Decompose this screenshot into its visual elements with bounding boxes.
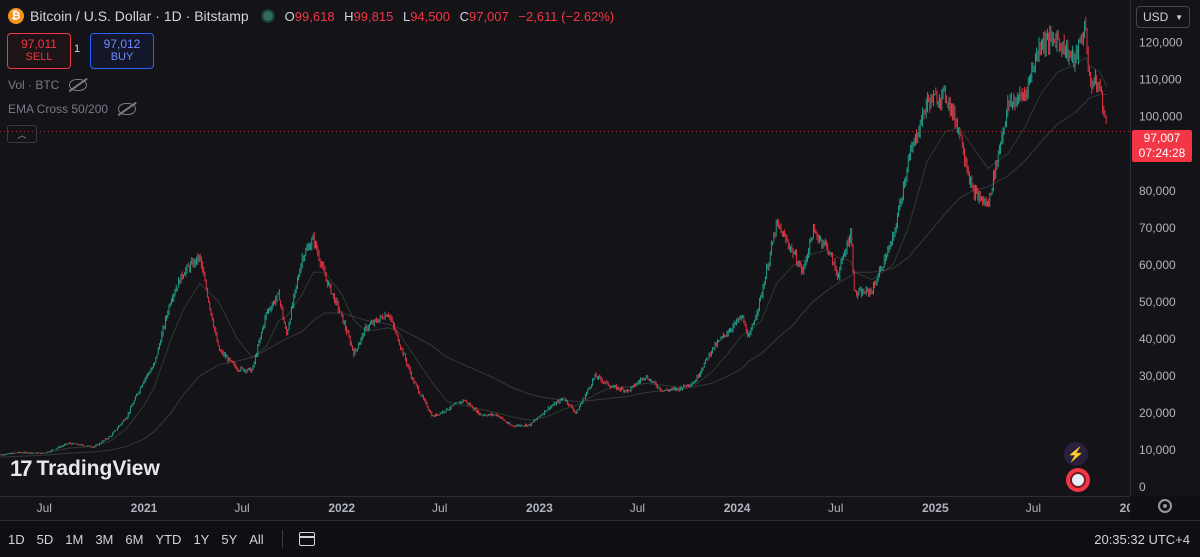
price-tick-label: 80,000 (1139, 184, 1176, 198)
change-value: −2,611 (−2.62%) (518, 8, 615, 24)
time-tick-label: Jul (828, 501, 843, 515)
price-tick-label: 120,000 (1139, 36, 1183, 50)
market-status-dot-icon[interactable] (260, 9, 275, 23)
toolbar-divider (281, 530, 283, 548)
chevron-down-icon: ▼ (1175, 12, 1183, 22)
flag-promo-icon[interactable] (1066, 468, 1090, 492)
exchange-label[interactable]: Bitstamp (194, 8, 249, 24)
range-5y-button[interactable]: 5Y (221, 531, 238, 547)
legend-separator: · (181, 8, 195, 24)
collapse-legend-button[interactable]: ︿ (7, 125, 37, 143)
eye-hidden-icon[interactable] (69, 79, 88, 91)
calendar-icon[interactable] (298, 532, 315, 546)
low-label: L (402, 8, 411, 24)
price-tick-label: 10,000 (1139, 443, 1176, 457)
time-tick-label: Jul (234, 501, 249, 515)
range-all-button[interactable]: All (249, 531, 264, 547)
gear-icon[interactable] (1158, 499, 1172, 513)
ohlc-values: O99,618 H99,815 L94,500 C97,007 −2,611 (… (285, 9, 621, 24)
high-label: H (344, 8, 354, 24)
spread-value: 1 (74, 43, 81, 55)
range-1y-button[interactable]: 1Y (193, 531, 210, 547)
buy-price: 97,012 (103, 37, 141, 51)
low-value: 94,500 (410, 8, 450, 24)
bar-countdown: 07:24:28 (1138, 146, 1186, 160)
last-price-label: 97,007 07:24:28 (1132, 130, 1192, 162)
price-axis[interactable]: 0 10,000 20,000 30,000 40,000 50,000 60,000 70,… (1130, 0, 1200, 496)
time-tick-label: Jul (37, 501, 52, 515)
candles-group (0, 16, 1107, 456)
price-chart[interactable] (0, 0, 1130, 496)
currency-selector[interactable]: USD ▼ (1136, 6, 1190, 28)
time-tick-label: 2026 (1120, 501, 1130, 515)
legend-separator: · (151, 8, 164, 24)
range-buttons: 1D 5D 1M 3M 6M YTD 1Y 5Y All (8, 521, 327, 557)
range-1d-button[interactable]: 1D (8, 531, 25, 547)
price-tick-label: 30,000 (1139, 369, 1176, 383)
bitcoin-icon: ₿ (8, 8, 24, 24)
symbol-legend: ₿ Bitcoin / U.S. Dollar · 1D · Bitstamp … (8, 6, 620, 26)
sell-label: SELL (25, 51, 53, 63)
range-ytd-button[interactable]: YTD (155, 531, 182, 547)
time-tick-label: 2022 (328, 501, 355, 515)
high-value: 99,815 (353, 8, 394, 24)
sell-price: 97,011 (21, 37, 57, 51)
indicator-ema-cross[interactable]: EMA Cross 50/200 (8, 102, 137, 116)
clock-timezone[interactable]: 20:35:32 UTC+4 (1094, 531, 1190, 547)
sparkle-promo-icon[interactable]: ⚡ (1064, 442, 1088, 466)
interval-label[interactable]: 1D (163, 8, 182, 24)
time-tick-label: Jul (432, 501, 447, 515)
price-tick-label: 70,000 (1139, 221, 1176, 235)
range-3m-button[interactable]: 3M (95, 531, 114, 547)
time-tick-label: 2024 (724, 501, 751, 515)
chevron-up-icon: ︿ (17, 129, 27, 140)
price-tick-label: 20,000 (1139, 406, 1176, 420)
price-axis-labels: 0 10,000 20,000 30,000 40,000 50,000 60,000 70,… (1139, 36, 1183, 494)
open-label: O (284, 8, 295, 24)
last-price-value: 97,007 (1143, 131, 1181, 145)
tradingview-logo-icon: 17 (10, 456, 33, 481)
bottom-toolbar: 1D 5D 1M 3M 6M YTD 1Y 5Y All 20:35:32 UT… (0, 520, 1200, 557)
open-value: 99,618 (294, 8, 335, 24)
eye-hidden-icon[interactable] (118, 103, 137, 115)
currency-label: USD (1143, 10, 1169, 24)
price-tick-label: 50,000 (1139, 295, 1176, 309)
tradingview-logo-text: TradingView (36, 457, 160, 480)
price-tick-label: 60,000 (1139, 258, 1176, 272)
time-tick-label: 2021 (131, 501, 158, 515)
indicator-volume-label: Vol · BTC (8, 78, 60, 92)
symbol-name[interactable]: Bitcoin / U.S. Dollar (30, 8, 152, 24)
price-tick-label: 110,000 (1139, 73, 1182, 87)
tradingview-logo[interactable]: 17 TradingView (10, 456, 160, 482)
close-value: 97,007 (468, 8, 509, 24)
indicator-volume[interactable]: Vol · BTC (8, 78, 88, 92)
price-tick-label: 100,000 (1139, 110, 1183, 124)
buy-label: BUY (110, 51, 134, 63)
ema-200-line (0, 94, 1107, 458)
sell-button[interactable]: 97,011 SELL (7, 33, 71, 69)
price-tick-label: 40,000 (1139, 332, 1176, 346)
time-tick-label: 2025 (922, 501, 949, 515)
indicator-ema-label: EMA Cross 50/200 (8, 102, 109, 116)
range-6m-button[interactable]: 6M (125, 531, 144, 547)
ema-50-line (0, 56, 1108, 456)
price-tick-label: 0 (1139, 480, 1146, 494)
time-tick-label: 2023 (526, 501, 553, 515)
chart-pane[interactable] (0, 0, 1130, 496)
time-axis-labels: Jul 2021 Jul 2022 Jul 2023 Jul 2024 Jul 2025 Jul 20… (37, 501, 1147, 515)
range-5d-button[interactable]: 5D (36, 531, 54, 547)
buy-button[interactable]: 97,012 BUY (90, 33, 154, 69)
time-tick-label: Jul (630, 501, 645, 515)
time-axis[interactable]: Jul 2021 Jul 2022 Jul 2023 Jul 2024 Jul 2025 Jul 20… (0, 496, 1147, 521)
time-tick-label: Jul (1026, 501, 1041, 515)
close-label: C (459, 8, 469, 24)
range-1m-button[interactable]: 1M (65, 531, 84, 547)
